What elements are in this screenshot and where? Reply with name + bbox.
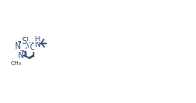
Text: N: N — [25, 42, 31, 51]
Text: N: N — [22, 37, 28, 46]
Text: CH₃: CH₃ — [23, 42, 34, 47]
Text: N: N — [34, 40, 40, 49]
Text: N: N — [14, 42, 20, 51]
Text: O: O — [29, 43, 36, 52]
Text: CH₃: CH₃ — [11, 61, 22, 66]
Text: H: H — [35, 36, 40, 42]
Text: N: N — [17, 51, 23, 60]
Text: S: S — [22, 37, 27, 46]
